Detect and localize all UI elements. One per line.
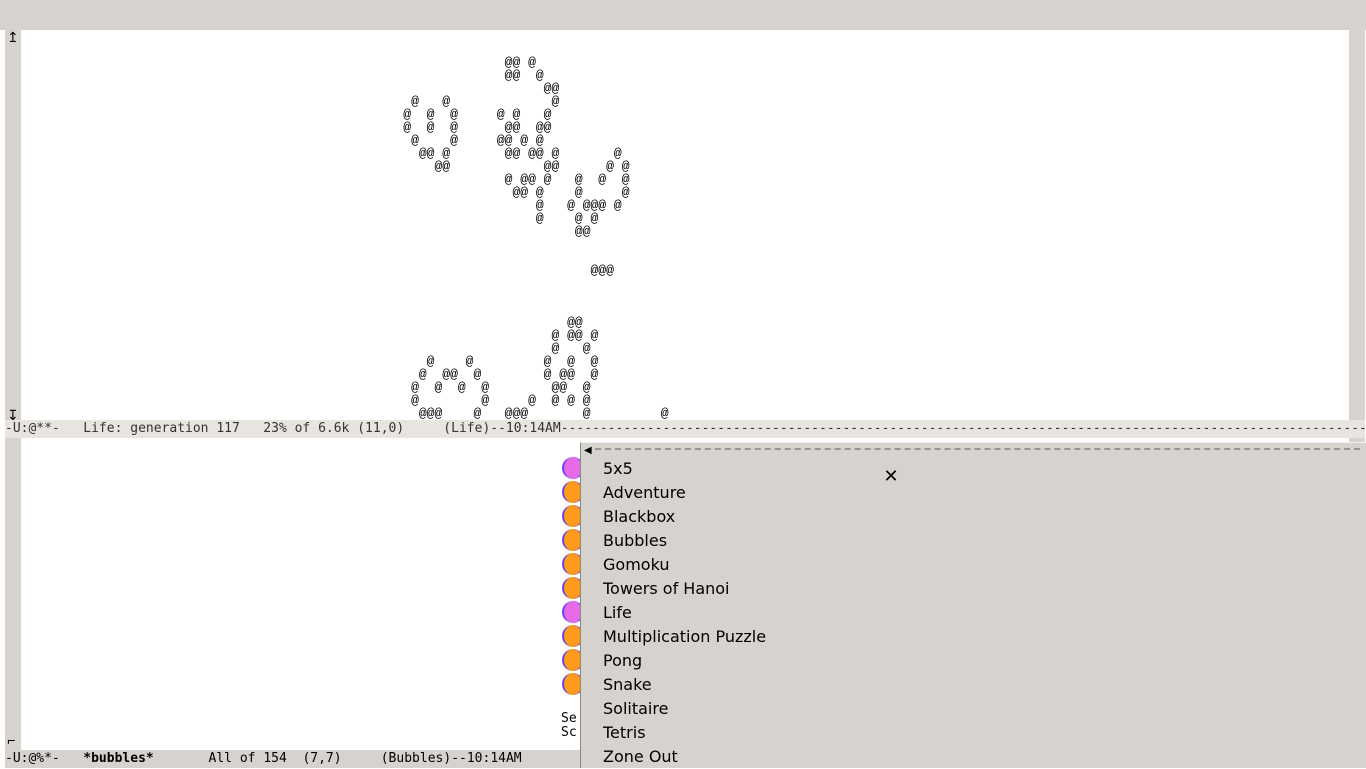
modeline-spacer [342, 751, 381, 766]
menu-item-list: 5x5AdventureBlackboxBubblesGomokuTowers … [603, 457, 1356, 769]
modeline-position: All of 154 (7,7) [209, 751, 342, 766]
menu-item-zone-out[interactable]: Zone Out [603, 745, 1356, 769]
modeline-prefix: -U:@%*- [5, 751, 83, 766]
bubbles-footer-text: Se Sc [561, 712, 577, 740]
modeline-prefix: -U:@**- [5, 421, 83, 436]
menu-item-solitaire[interactable]: Solitaire [603, 697, 1356, 721]
menu-item-life[interactable]: Life [603, 601, 1356, 625]
modeline-mode: (Bubbles) [381, 751, 451, 766]
modeline-dashes [561, 421, 1365, 436]
menu-tearoff-bar[interactable] [595, 448, 1360, 450]
menu-item-blackbox[interactable]: Blackbox [603, 505, 1356, 529]
fringe-top-arrow-icon: ↥ [7, 30, 19, 47]
modeline-spacer [154, 751, 209, 766]
modeline-time: 10:14AM [467, 751, 522, 766]
modeline-header: Life: generation 117 23% of 6.6k (11,0) … [83, 421, 506, 436]
life-buffer-pane[interactable]: @@ @ @@ @ @@ @ @ [21, 30, 1349, 420]
modeline-life[interactable]: -U:@**- Life: generation 117 23% of 6.6k… [5, 420, 1365, 438]
menu-item-bubbles[interactable]: Bubbles [603, 529, 1356, 553]
menu-item-5x5[interactable]: 5x5 [603, 457, 1356, 481]
left-fringe [5, 30, 21, 768]
modeline-buffer-name: *bubbles* [83, 751, 153, 766]
menu-item-towers-of-hanoi[interactable]: Towers of Hanoi [603, 577, 1356, 601]
window-titlebar [0, 0, 1366, 30]
menu-back-arrow-icon[interactable]: ◀ [584, 445, 592, 456]
fringe-corner-icon: ⌐ [7, 734, 15, 750]
menu-item-adventure[interactable]: Adventure [603, 481, 1356, 505]
menu-item-tetris[interactable]: Tetris [603, 721, 1356, 745]
menu-item-multiplication-puzzle[interactable]: Multiplication Puzzle [603, 625, 1356, 649]
menu-item-gomoku[interactable]: Gomoku [603, 553, 1356, 577]
modeline-time: 10:14AM [506, 421, 561, 436]
games-context-menu: ◀ ✕ 5x5AdventureBlackboxBubblesGomokuTow… [580, 442, 1366, 768]
menu-item-snake[interactable]: Snake [603, 673, 1356, 697]
menu-item-pong[interactable]: Pong [603, 649, 1356, 673]
life-ascii-art: @@ @ @@ @ @@ @ @ [21, 56, 1349, 420]
